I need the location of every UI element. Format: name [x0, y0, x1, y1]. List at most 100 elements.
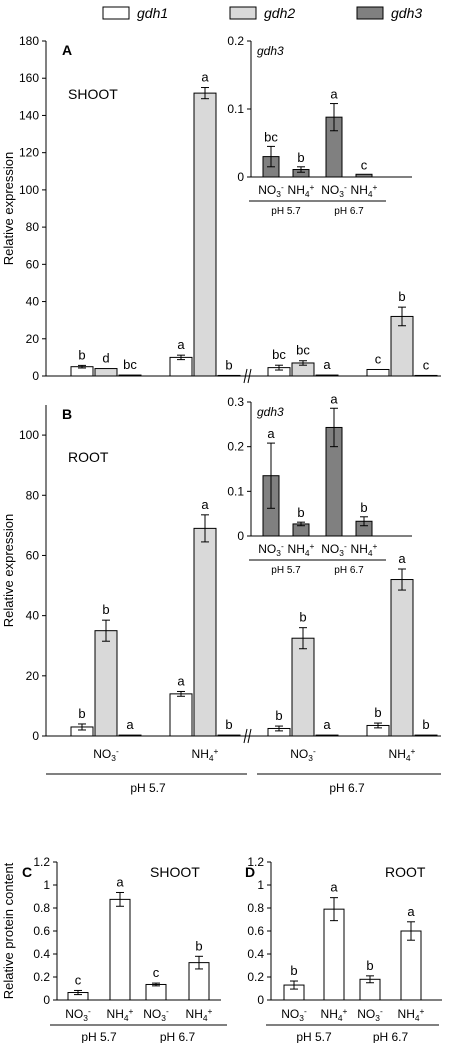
ph-label: pH 6.7 — [160, 1030, 196, 1043]
legend-label-gdh3: gdh3 — [391, 5, 422, 21]
ph-label: pH 6.7 — [373, 1030, 409, 1043]
axis-break-mark — [243, 368, 248, 384]
inset-x-tick-label: NO3- — [258, 182, 284, 199]
significance-letter: b — [299, 610, 306, 625]
ph-label: pH 5.7 — [130, 781, 166, 795]
ph-label: pH 5.7 — [81, 1030, 117, 1043]
panel-title: ROOT — [68, 449, 109, 465]
bar-gdh2 — [94, 368, 118, 377]
inset-bar-gdh3 — [355, 173, 373, 178]
x-tick-label: NO3- — [357, 1006, 383, 1023]
significance-letter: b — [225, 717, 232, 732]
inset-y-tick-label: 0.2 — [227, 440, 244, 454]
inset-ph-label: pH 6.7 — [334, 206, 364, 217]
inset-y-tick-label: 0.1 — [227, 484, 244, 498]
inset-significance-letter: a — [330, 87, 338, 102]
inset-significance-letter: b — [297, 505, 304, 520]
inset-y-tick-label: 0 — [237, 170, 244, 184]
y-tick-label: 120 — [19, 146, 39, 160]
y-tick-label: 20 — [26, 332, 40, 346]
legend-swatch-gdh3 — [356, 6, 384, 20]
significance-letter: c — [153, 965, 160, 980]
significance-letter: b — [225, 357, 232, 372]
x-tick-label: NH4+ — [398, 1006, 425, 1023]
bar-gdh2 — [291, 637, 315, 737]
inset-x-tick-label: NO3- — [258, 541, 284, 558]
y-tick-label: 0 — [43, 993, 50, 1007]
y-tick-label: 1.2 — [33, 855, 50, 869]
panel-letter: B — [62, 406, 72, 422]
panel-b: 0 20 40 60 80 100 Relative expression B ROOT b b a a… — [1, 391, 441, 795]
x-tick-label: NH4+ — [192, 746, 219, 763]
inset-significance-letter: b — [360, 500, 367, 515]
panel-letter: A — [62, 42, 72, 58]
axis-break-mark — [243, 728, 248, 744]
inset-ph-label: pH 5.7 — [271, 565, 301, 576]
y-tick-label: 1 — [43, 878, 50, 892]
bar-protein — [145, 983, 167, 1001]
significance-letter: a — [323, 717, 331, 732]
x-tick-label: NO3- — [281, 1006, 307, 1023]
x-tick-label: NO3- — [143, 1006, 169, 1023]
significance-letter: d — [102, 351, 109, 366]
y-tick-label: 0.6 — [247, 924, 264, 938]
significance-letter: bc — [272, 347, 286, 362]
bar-gdh3 — [315, 734, 339, 737]
inset-ph-label: pH 5.7 — [271, 206, 301, 217]
y-axis-label: Relative expression — [1, 514, 16, 627]
y-tick-label: 0.6 — [33, 924, 50, 938]
bar-gdh2 — [390, 579, 414, 737]
y-tick-label: 80 — [26, 488, 40, 502]
significance-letter: a — [177, 673, 185, 688]
legend-label-gdh2: gdh2 — [264, 5, 295, 21]
ph-label: pH 5.7 — [296, 1030, 332, 1043]
y-tick-label: 0.2 — [247, 970, 264, 984]
significance-letter: bc — [123, 357, 137, 372]
bar-gdh2 — [193, 527, 217, 737]
inset-title: gdh3 — [257, 405, 284, 419]
significance-letter: b — [374, 705, 381, 720]
significance-letter: a — [323, 357, 331, 372]
panel-letter: D — [245, 864, 255, 880]
inset-title: gdh3 — [257, 44, 284, 58]
y-tick-label: 180 — [19, 34, 39, 48]
significance-letter: c — [375, 351, 382, 366]
x-tick-label: NH4+ — [186, 1006, 213, 1023]
significance-letter: a — [330, 880, 338, 895]
panel-c: 0 0.2 0.4 0.6 0.8 1 1.2 Relative protein conten… — [1, 855, 227, 1043]
y-tick-label: 160 — [19, 71, 39, 85]
inset-x-tick-label: NH4+ — [351, 541, 378, 558]
bar-protein — [400, 930, 422, 1001]
panel-letter: C — [22, 864, 32, 880]
bar-gdh1 — [169, 356, 193, 377]
legend: gdh1 gdh2 gdh3 — [102, 5, 422, 21]
x-tick-label: NO3- — [65, 1006, 91, 1023]
bar-protein — [323, 908, 345, 1001]
inset-x-tick-label: NH4+ — [288, 541, 315, 558]
inset-significance-letter: b — [297, 150, 304, 165]
bar-gdh3 — [118, 734, 142, 737]
inset-y-tick-label: 0 — [237, 529, 244, 543]
y-tick-label: 0 — [32, 729, 39, 743]
bar-gdh1 — [169, 693, 193, 737]
axis-break-mark — [247, 368, 252, 384]
significance-letter: bc — [296, 343, 310, 358]
panel-a: 0 20 40 60 80 100 120 140 160 180 Relative express… — [1, 34, 441, 384]
panel-d: 0 0.2 0.4 0.6 0.8 1 1.2D ROOT b NO3- a NH4+ b NO3- a NH… — [245, 855, 442, 1043]
y-tick-label: 0 — [32, 369, 39, 383]
significance-letter: b — [78, 347, 85, 362]
y-tick-label: 0.8 — [247, 901, 264, 915]
bar-gdh3 — [217, 734, 241, 737]
x-tick-label: NO3- — [290, 746, 316, 763]
inset-y-tick-label: 0.3 — [227, 395, 244, 409]
x-tick-label: NH4+ — [321, 1006, 348, 1023]
significance-letter: b — [195, 938, 202, 953]
inset-x-tick-label: NO3- — [321, 541, 347, 558]
axis-break-mark — [247, 728, 252, 744]
panel-title: SHOOT — [150, 864, 200, 880]
significance-letter: a — [201, 70, 209, 85]
y-tick-label: 0.8 — [33, 901, 50, 915]
bar-gdh3 — [118, 374, 142, 377]
inset-x-tick-label: NH4+ — [288, 182, 315, 199]
legend-swatch-gdh1 — [102, 6, 130, 20]
